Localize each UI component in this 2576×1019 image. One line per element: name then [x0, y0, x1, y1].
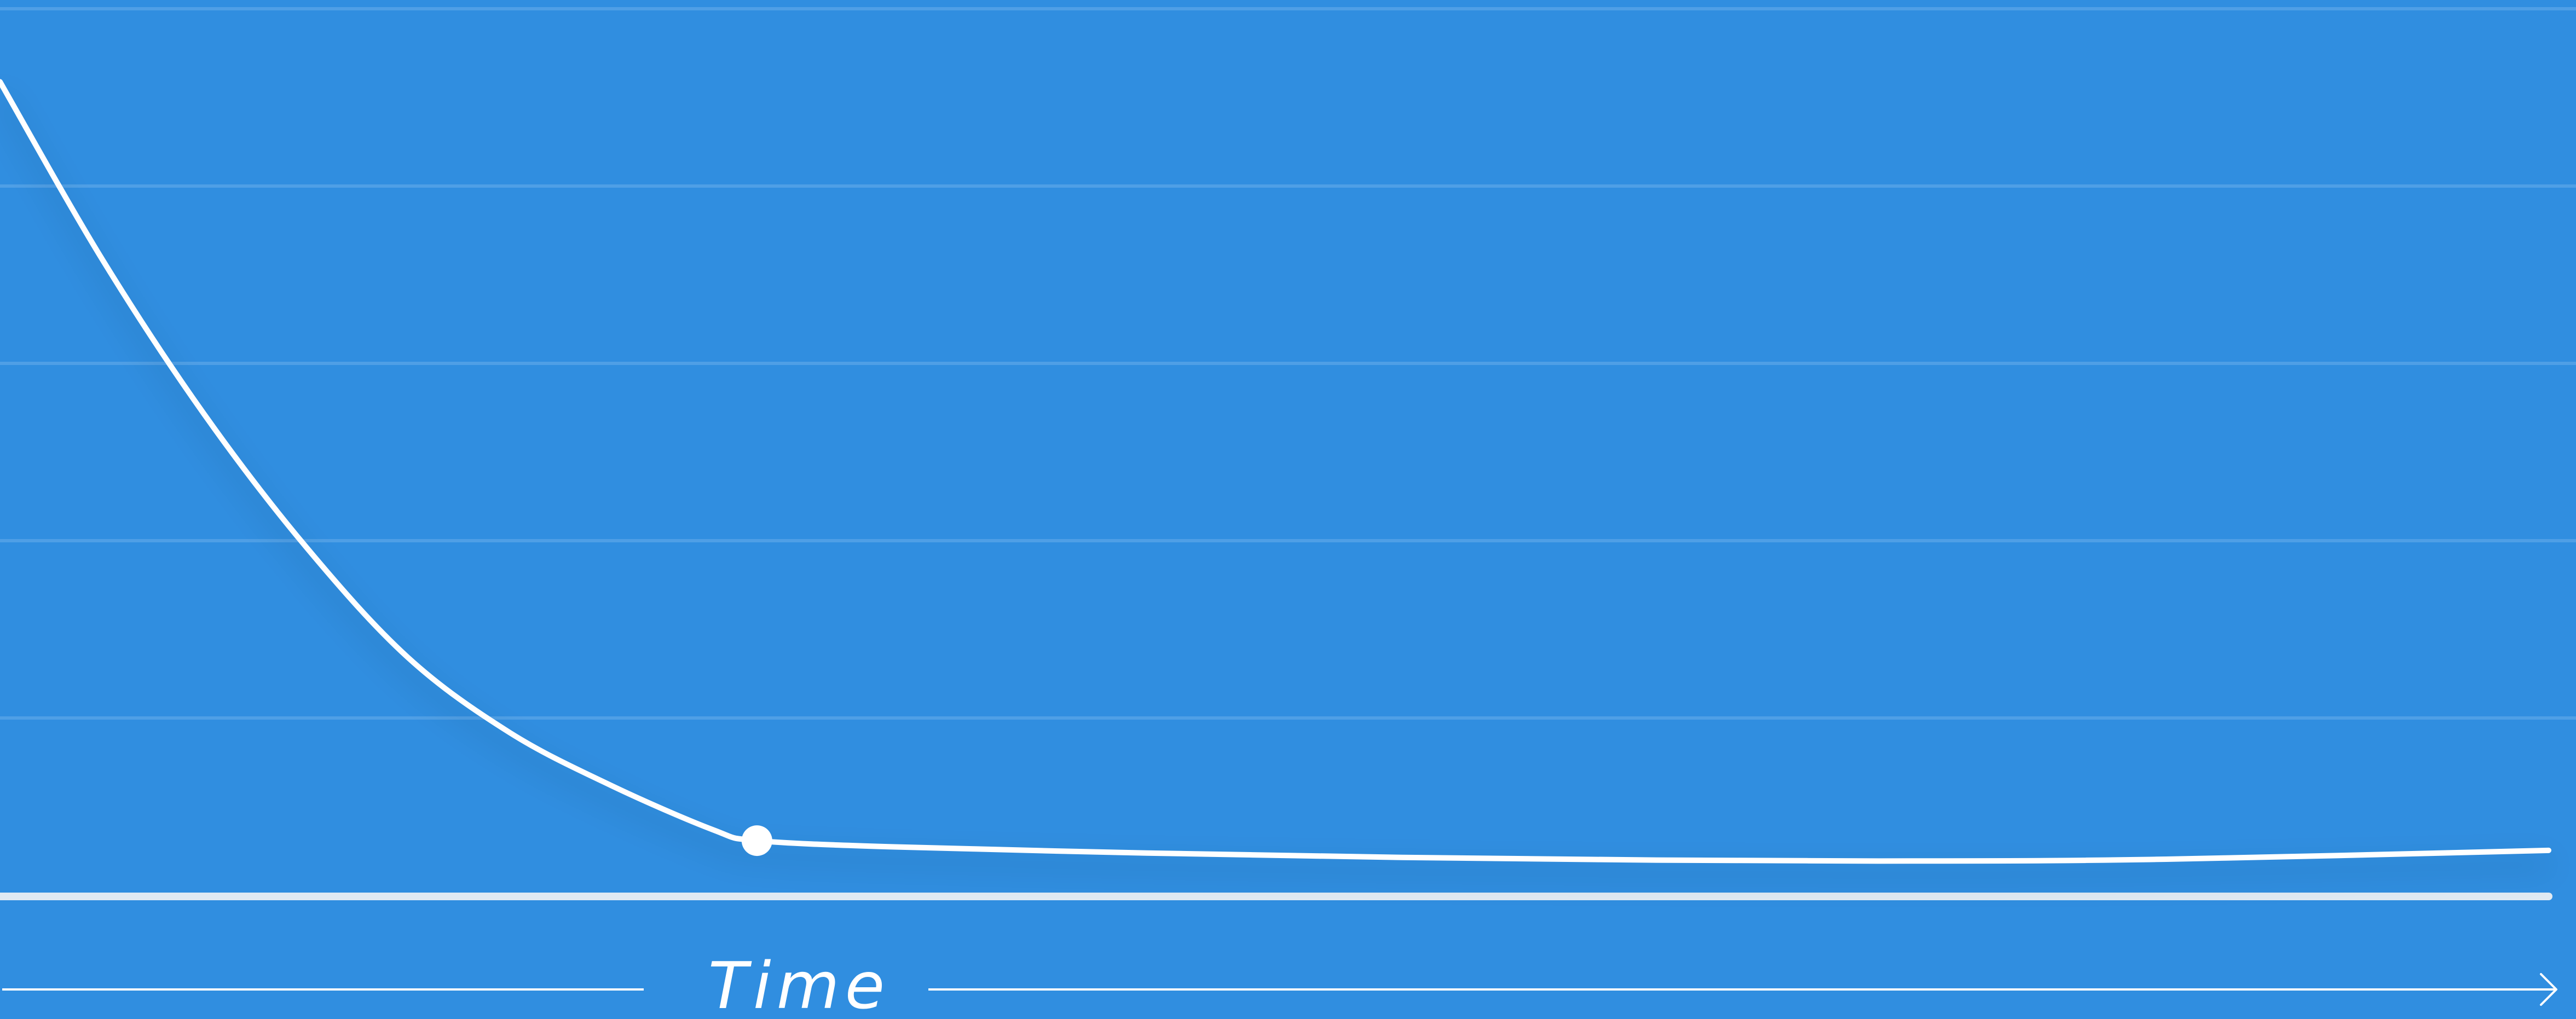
highlight-point	[741, 825, 772, 856]
gridlines	[0, 7, 2576, 720]
x-axis-title: Time	[708, 948, 890, 1019]
series-line	[0, 79, 2551, 864]
x-axis: Time	[2, 948, 2557, 1019]
x-axis-arrow-head	[2540, 973, 2557, 1006]
